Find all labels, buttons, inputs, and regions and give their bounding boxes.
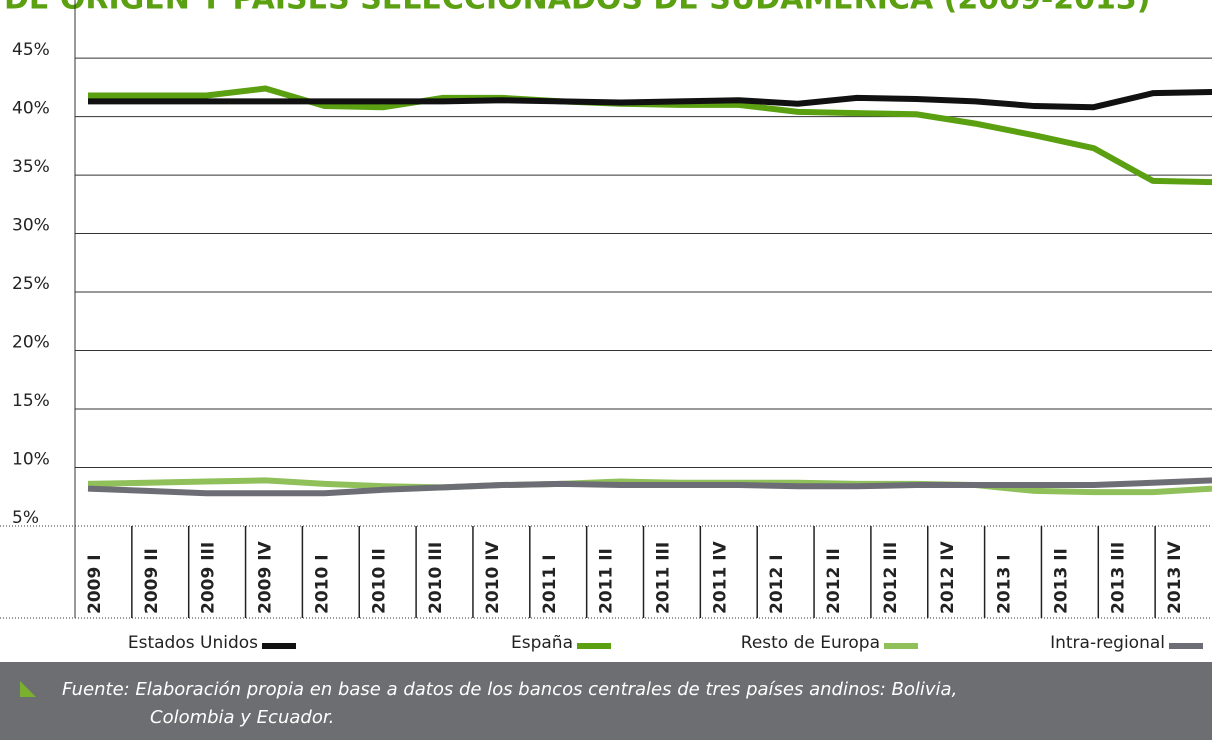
y-tick-label: 45% — [12, 40, 50, 60]
x-tick-label: 2012 III — [881, 542, 901, 614]
series-line — [88, 89, 1212, 111]
legend-label: Resto de Europa — [741, 633, 880, 653]
x-tick-label: 2010 III — [426, 542, 446, 614]
footer-icon — [20, 681, 36, 697]
y-tick-label: 5% — [12, 508, 39, 528]
x-tick-label: 2010 II — [369, 548, 389, 614]
x-tick-label: 2012 IV — [938, 540, 958, 614]
x-tick-label: 2010 IV — [483, 540, 503, 614]
source-line: Colombia y Ecuador. — [150, 707, 334, 728]
x-tick-label: 2011 III — [654, 542, 674, 614]
x-tick-label: 2009 IV — [256, 540, 276, 614]
x-tick-label: 2009 I — [85, 554, 105, 614]
x-tick-label: 2012 I — [767, 554, 787, 614]
source-line: Fuente: Elaboración propia en base a dat… — [62, 679, 957, 700]
y-tick-label: 10% — [12, 450, 50, 470]
footer — [0, 662, 1212, 740]
y-tick-label: 25% — [12, 274, 50, 294]
x-tick-label: 2013 II — [1051, 548, 1071, 614]
legend-swatch — [262, 643, 296, 649]
y-tick-label: 15% — [12, 391, 50, 411]
x-tick-label: 2010 I — [312, 554, 332, 614]
legend-swatch — [1169, 643, 1203, 649]
series-line — [87, 477, 1212, 497]
legend-swatch — [577, 643, 611, 649]
x-tick-label: 2009 III — [199, 542, 219, 614]
legend-label: España — [511, 633, 573, 653]
x-tick-label: 2013 I — [995, 554, 1015, 614]
y-tick-label: 20% — [12, 333, 50, 353]
y-tick-label: 40% — [12, 99, 50, 119]
y-tick-label: 30% — [12, 216, 50, 236]
x-tick-label: 2012 II — [824, 548, 844, 614]
x-tick-label: 2011 II — [597, 548, 617, 614]
legend-swatch — [884, 643, 918, 649]
x-tick-label: 2011 IV — [710, 540, 730, 614]
x-tick-label: 2013 IV — [1165, 540, 1185, 614]
y-tick-label: 35% — [12, 157, 50, 177]
legend-label: Estados Unidos — [128, 633, 258, 653]
chart-title: DE ORIGEN Y PAÍSES SELECCIONADOS DE SUDA… — [4, 0, 1150, 17]
x-tick-label: 2013 III — [1108, 542, 1128, 614]
x-tick-label: 2009 II — [142, 548, 162, 614]
x-tick-label: 2011 I — [540, 554, 560, 614]
legend-label: Intra-regional — [1050, 633, 1165, 653]
